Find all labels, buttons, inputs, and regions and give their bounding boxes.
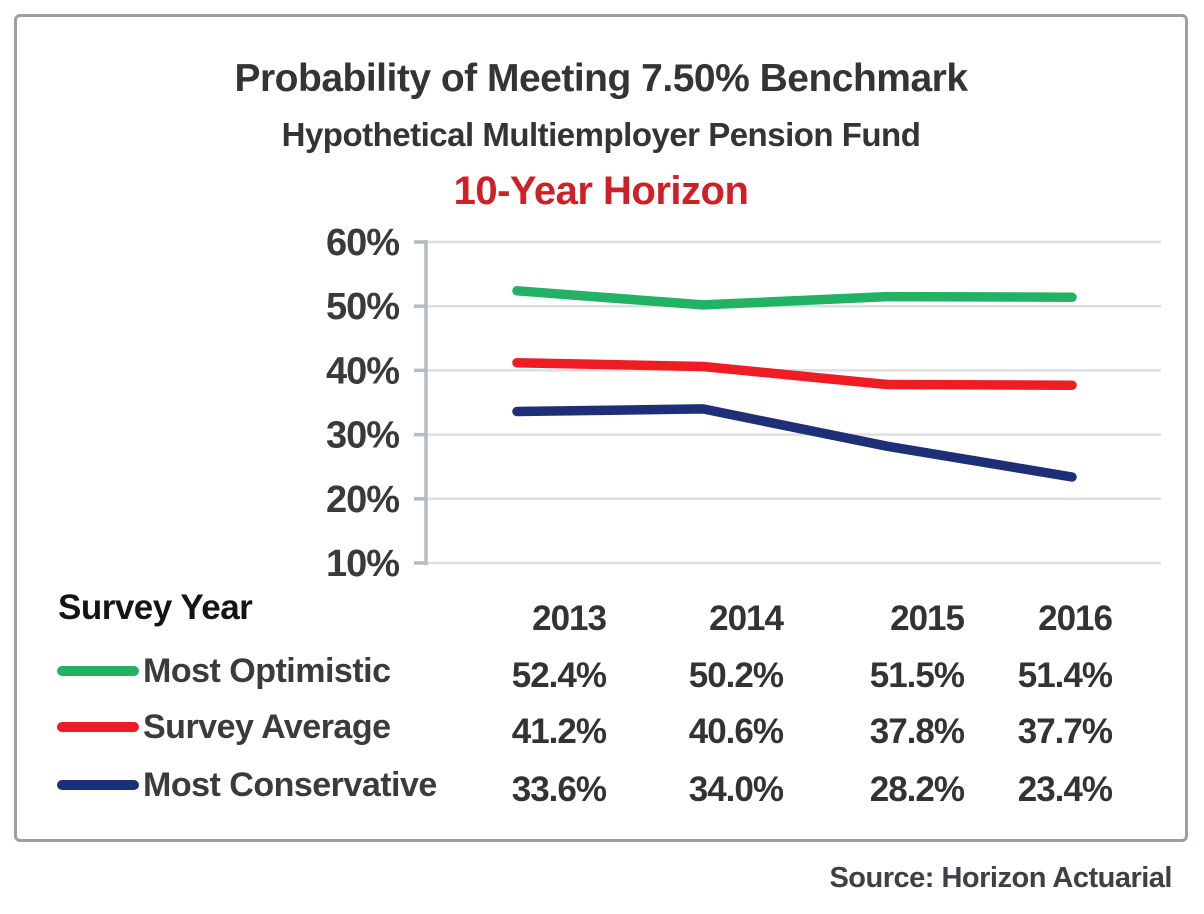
figure-frame: Probability of Meeting 7.50% Benchmark H…: [14, 14, 1188, 842]
chart-subtitle: Hypothetical Multiemployer Pension Fund: [281, 116, 921, 153]
year-column-header: 2013: [532, 599, 607, 638]
series-line-most-optimistic: [512, 286, 1077, 310]
legend-label-most-optimistic: Most Optimistic: [143, 652, 391, 690]
table-value: 37.8%: [869, 712, 965, 751]
y-tick-label: 40%: [326, 350, 399, 392]
legend-swatch-survey-average: [57, 722, 139, 732]
table-header-survey-year: Survey Year: [58, 588, 253, 627]
legend-swatch-most-optimistic: [57, 666, 139, 676]
source-credit: Source: Horizon Actuarial: [829, 862, 1172, 894]
table-value: 28.2%: [869, 770, 965, 809]
series-line-survey-average: [512, 357, 1077, 390]
legend-swatch-most-conservative: [57, 780, 139, 790]
table-value: 34.0%: [688, 770, 784, 809]
legend-label-most-conservative: Most Conservative: [143, 766, 437, 804]
year-column-header: 2014: [709, 599, 784, 638]
table-value: 50.2%: [688, 656, 784, 695]
table-value: 41.2%: [511, 712, 607, 751]
y-tick-label: 30%: [326, 415, 399, 457]
table-value: 51.5%: [869, 656, 965, 695]
horizon-label: 10-Year Horizon: [453, 169, 749, 213]
y-tick-label: 10%: [326, 543, 399, 585]
year-column-header: 2015: [890, 599, 965, 638]
table-value: 23.4%: [1017, 770, 1113, 809]
chart-title: Probability of Meeting 7.50% Benchmark: [234, 57, 968, 100]
table-value: 33.6%: [511, 770, 607, 809]
table-value: 37.7%: [1017, 712, 1113, 751]
year-column-header: 2016: [1038, 599, 1113, 638]
y-tick-label: 20%: [326, 479, 399, 521]
series-line-most-conservative: [512, 404, 1077, 482]
table-value: 52.4%: [511, 656, 607, 695]
table-value: 40.6%: [688, 712, 784, 751]
legend-label-survey-average: Survey Average: [143, 708, 391, 746]
y-tick-label: 60%: [326, 222, 399, 264]
table-value: 51.4%: [1017, 656, 1113, 695]
y-tick-label: 50%: [326, 286, 399, 328]
